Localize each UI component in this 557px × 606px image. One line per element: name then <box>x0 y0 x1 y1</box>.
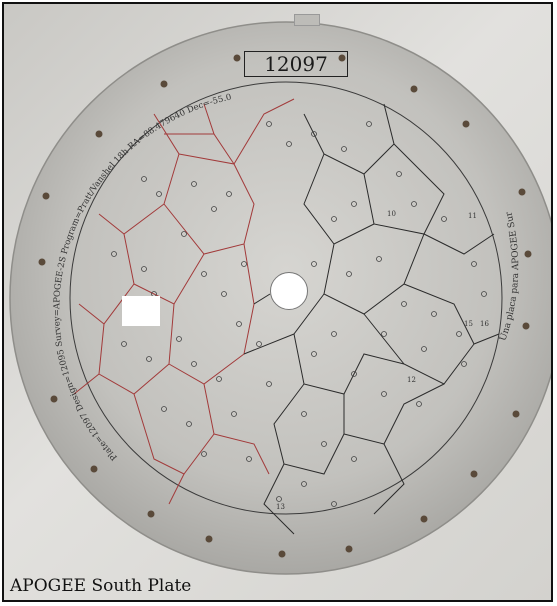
block-label: 15 <box>464 320 473 328</box>
fiber-holes <box>111 121 487 507</box>
plate-cutout <box>122 296 160 326</box>
plate-number: 12097 <box>244 51 348 77</box>
photo-frame: Plate=12097 Design=12095 Survey=APOGEE-2… <box>2 2 553 602</box>
block-number-labels: 10 15 16 12 13 11 <box>276 210 489 511</box>
black-region-lines <box>243 103 500 535</box>
block-label: 16 <box>480 320 489 328</box>
caption: APOGEE South Plate <box>10 576 192 596</box>
block-label: 11 <box>468 212 477 220</box>
center-hole <box>270 272 308 310</box>
block-label: 10 <box>387 210 396 218</box>
plate-tab <box>294 14 320 26</box>
plate-boundary-circle <box>69 81 503 515</box>
block-label: 12 <box>407 376 416 384</box>
mounting-holes <box>38 54 532 558</box>
block-label: 13 <box>276 503 285 511</box>
